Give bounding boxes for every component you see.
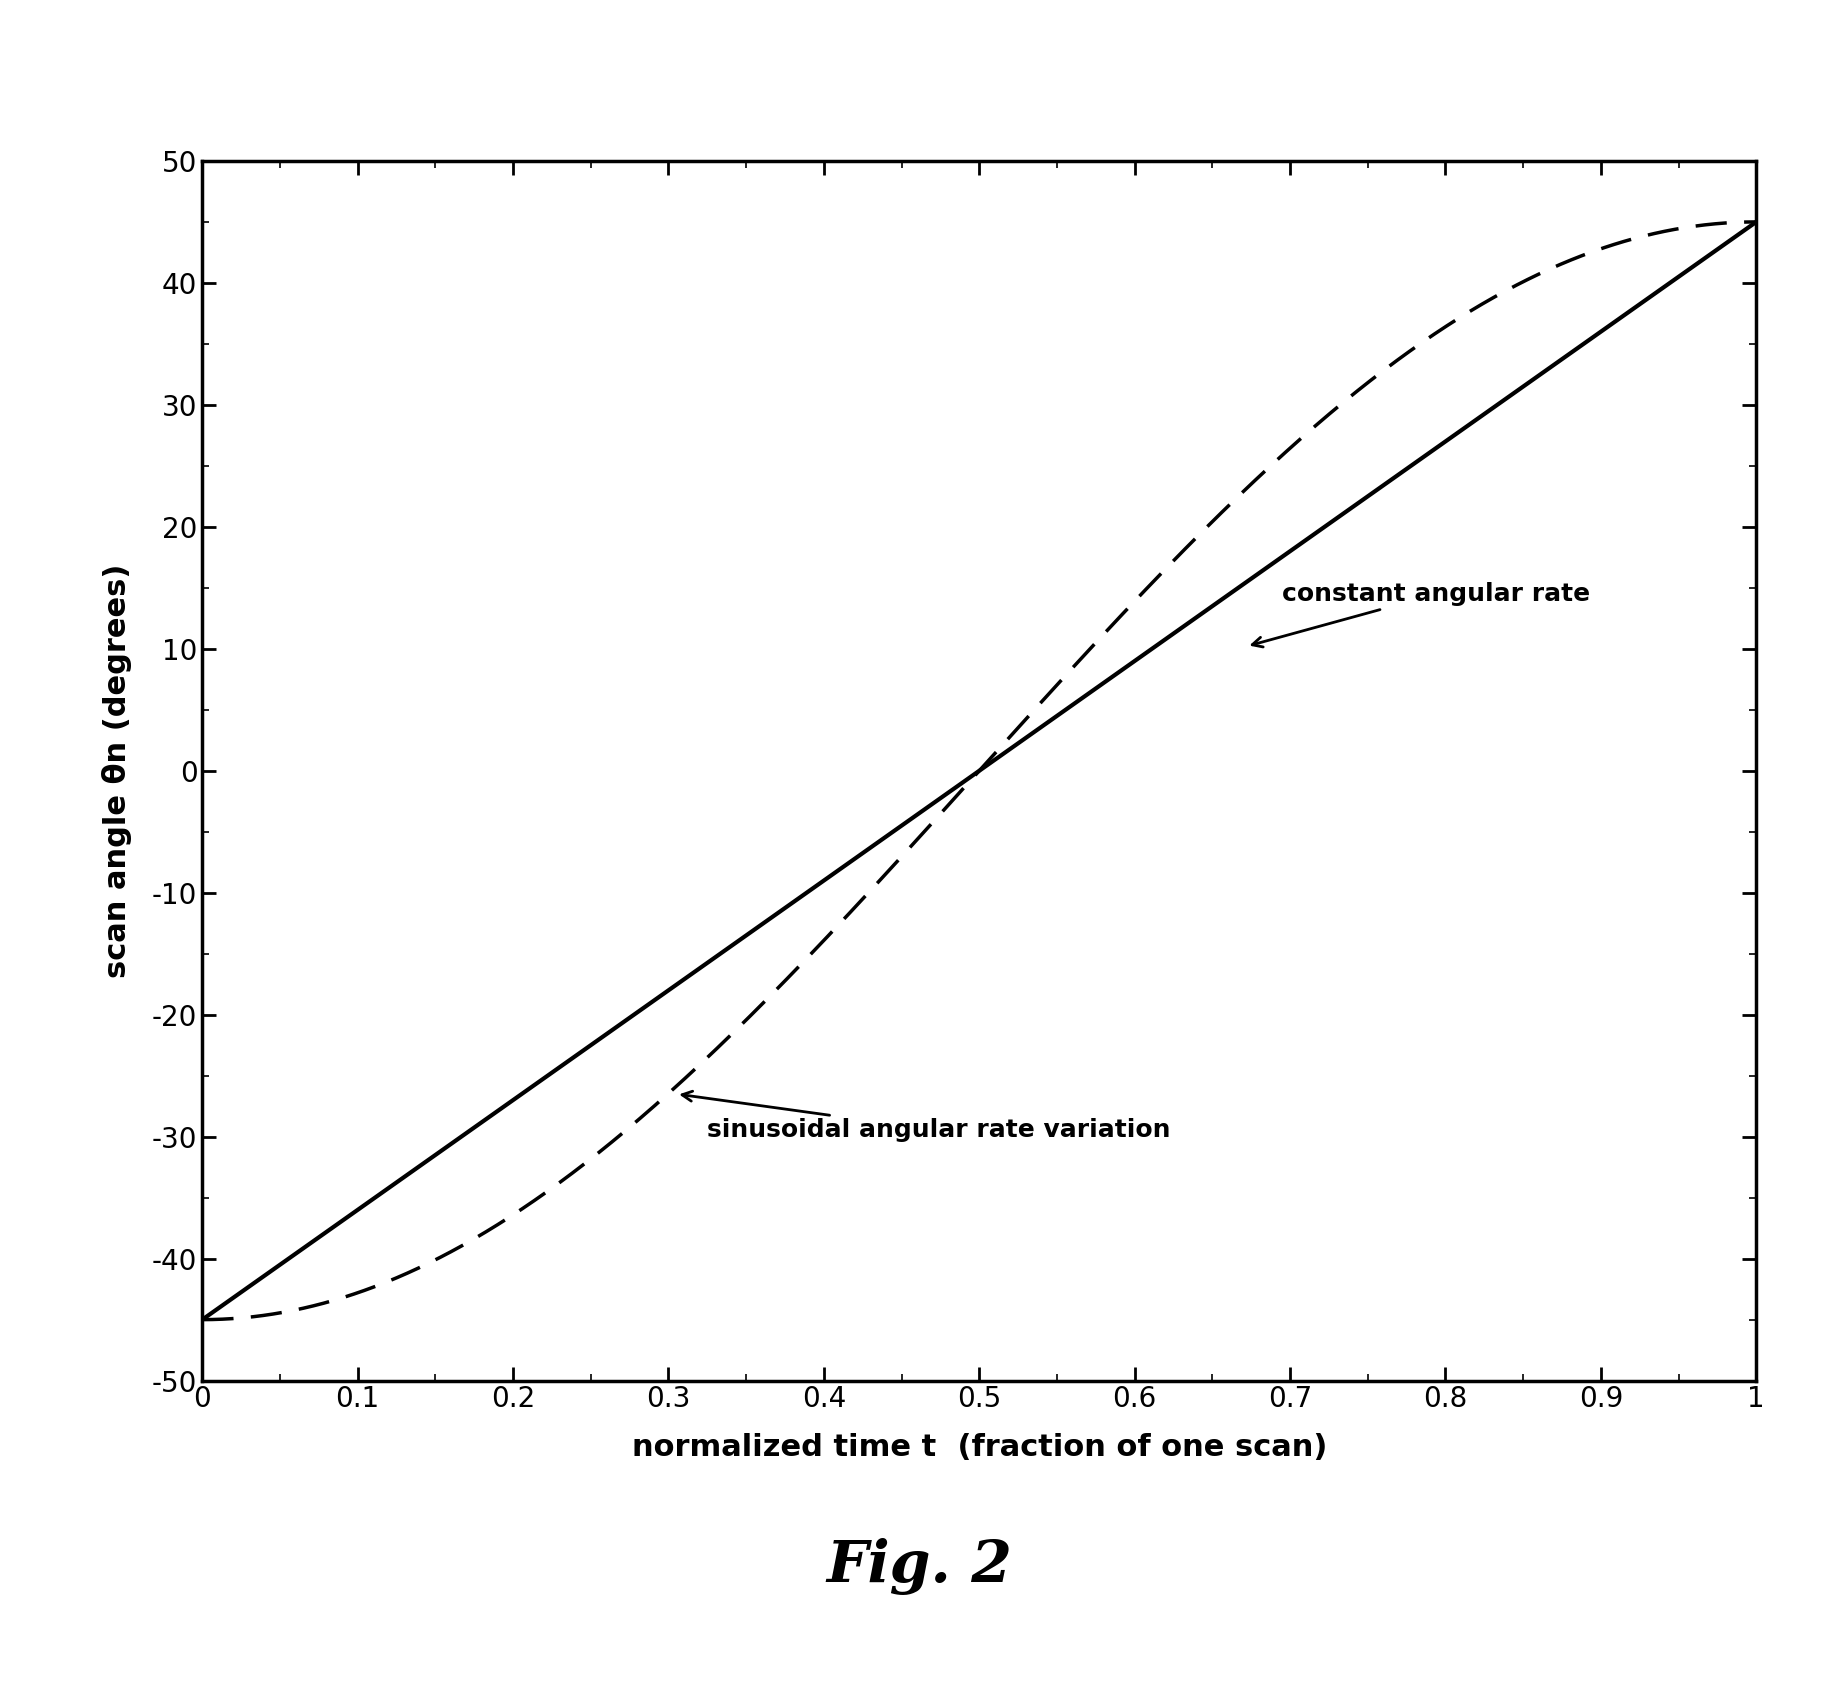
Text: sinusoidal angular rate variation: sinusoidal angular rate variation — [682, 1091, 1171, 1142]
Text: constant angular rate: constant angular rate — [1252, 583, 1591, 647]
Y-axis label: scan angle θn (degrees): scan angle θn (degrees) — [103, 564, 132, 977]
X-axis label: normalized time t  (fraction of one scan): normalized time t (fraction of one scan) — [631, 1433, 1328, 1462]
Text: Fig. 2: Fig. 2 — [826, 1538, 1013, 1596]
